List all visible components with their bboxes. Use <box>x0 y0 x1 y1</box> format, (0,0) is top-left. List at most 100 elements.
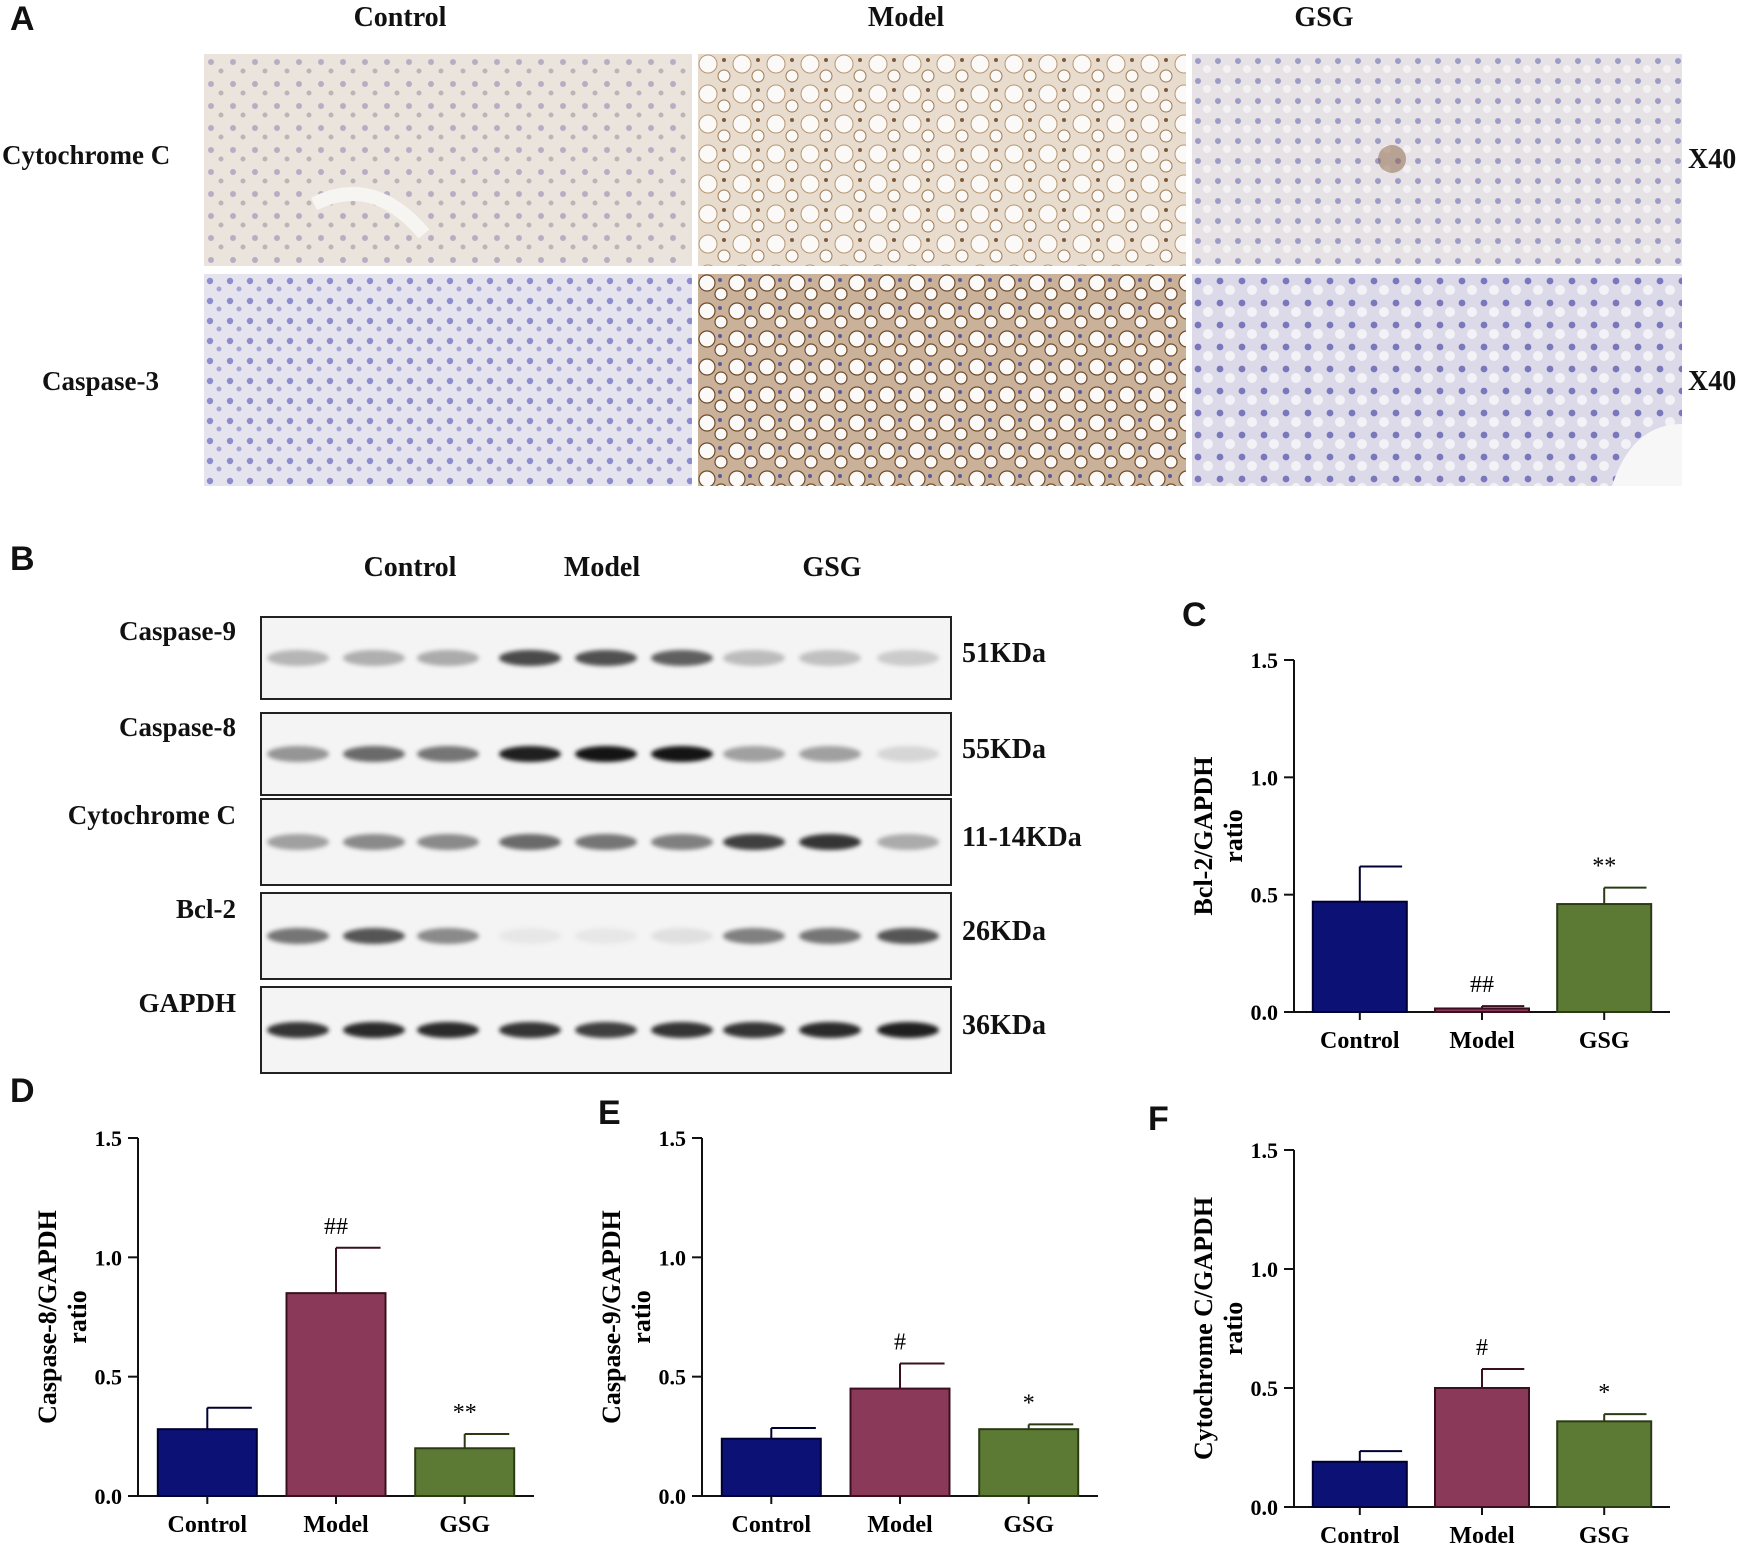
x-tick-label: GSG <box>439 1512 490 1538</box>
micrograph-control-cytc <box>204 54 692 266</box>
micrograph-texture <box>698 54 1186 266</box>
bar <box>978 1428 1080 1498</box>
chart-e-caspase9: 0.0 0.5 1.0 1.5 Caspase-9/GAPDH ratio Control #… <box>597 1126 1098 1538</box>
bar <box>720 1437 822 1497</box>
blot-band <box>877 1022 939 1038</box>
blot-band <box>651 834 713 850</box>
ihc-col-gsg: GSG <box>1294 2 1354 33</box>
ihc-row-caspase-3: Caspase-3 <box>42 366 160 396</box>
micrograph-texture <box>698 274 1186 486</box>
y-tick-label: 0.5 <box>1251 1376 1279 1401</box>
significance-mark: ** <box>453 1400 477 1426</box>
bar <box>1556 903 1653 1014</box>
panel-label-b: B <box>10 540 35 578</box>
blot-band <box>877 834 939 850</box>
blot-band <box>417 650 479 666</box>
panel-label-f: F <box>1148 1100 1169 1138</box>
y-axis-label-unit: ratio <box>63 1290 92 1343</box>
micrograph-gsg-casp3 <box>1192 274 1682 486</box>
panel-label-c: C <box>1182 596 1207 634</box>
significance-mark: ** <box>1592 854 1616 880</box>
micrograph-texture <box>1192 54 1682 266</box>
blot-label-2: Cytochrome C <box>67 800 236 830</box>
blot-label-0: Caspase-9 <box>118 616 236 646</box>
significance-mark: * <box>1598 1380 1610 1406</box>
significance-mark: # <box>1476 1335 1488 1361</box>
blot-band <box>723 650 785 666</box>
x-tick-label: Model <box>303 1512 369 1538</box>
blot-band <box>799 834 861 850</box>
wb-group-control: Control <box>363 552 457 583</box>
blot-strip-0 <box>260 616 952 700</box>
significance-mark: ## <box>1470 972 1494 998</box>
bar <box>849 1387 951 1498</box>
blot-band <box>799 746 861 762</box>
micrograph-model-casp3 <box>698 274 1186 486</box>
y-tick-label: 1.0 <box>1251 1257 1279 1282</box>
blot-band <box>267 1022 329 1038</box>
panel-label-d: D <box>10 1072 35 1110</box>
micrograph-model-cytc <box>698 54 1186 266</box>
micrograph-texture <box>204 54 692 266</box>
chart-f-cytochrome-c: 0.0 0.5 1.0 1.5 Cytochrome C/GAPDH ratio Contr… <box>1189 1138 1670 1549</box>
y-tick-label: 0.0 <box>1251 1000 1279 1025</box>
blot-strip-3 <box>260 892 952 980</box>
bar <box>285 1292 387 1497</box>
y-tick-label: 1.5 <box>659 1126 687 1151</box>
blot-band <box>799 1022 861 1038</box>
x-tick-label: GSG <box>1003 1512 1054 1538</box>
significance-mark: # <box>894 1330 906 1356</box>
y-tick-label: 0.0 <box>659 1484 687 1509</box>
blot-band <box>343 928 405 944</box>
blot-band <box>799 650 861 666</box>
blot-band <box>417 1022 479 1038</box>
micrograph-texture <box>204 274 692 486</box>
blot-band <box>499 1022 561 1038</box>
bar <box>414 1447 516 1497</box>
micrograph-gsg-cytc <box>1192 54 1682 266</box>
blot-band <box>499 746 561 762</box>
y-axis-label: Cytochrome C/GAPDH <box>1189 1197 1218 1460</box>
y-tick-label: 1.5 <box>1251 648 1279 673</box>
blot-band <box>267 834 329 850</box>
micrograph-texture <box>1192 274 1682 486</box>
blot-band <box>267 928 329 944</box>
panel-label-a: A <box>10 0 35 38</box>
significance-mark: * <box>1023 1390 1035 1416</box>
bar <box>1556 1420 1653 1509</box>
blot-strip-2 <box>260 798 952 886</box>
ihc-col-control: Control <box>353 2 447 33</box>
x-tick-label: Model <box>1449 1028 1515 1054</box>
bar <box>1434 1007 1530 1014</box>
blot-band <box>417 834 479 850</box>
magnification-row1: X40 <box>1688 144 1737 175</box>
bar <box>1311 900 1408 1013</box>
bar <box>1311 1460 1408 1508</box>
y-axis-label-unit: ratio <box>1219 809 1248 862</box>
blot-band <box>651 928 713 944</box>
blot-band <box>499 650 561 666</box>
blot-band <box>499 928 561 944</box>
blot-band <box>417 928 479 944</box>
x-tick-label: Control <box>1320 1523 1400 1549</box>
blot-band <box>651 1022 713 1038</box>
blot-kda-1: 55KDa <box>962 734 1046 765</box>
blot-band <box>575 746 637 762</box>
blot-band <box>499 834 561 850</box>
y-tick-label: 0.0 <box>1251 1495 1279 1520</box>
blot-band <box>575 834 637 850</box>
y-axis-label: Caspase-9/GAPDH <box>597 1210 626 1424</box>
x-tick-label: Model <box>867 1512 933 1538</box>
blot-band <box>877 746 939 762</box>
blot-band <box>877 650 939 666</box>
blot-band <box>877 928 939 944</box>
blot-band <box>651 746 713 762</box>
micrograph-control-casp3 <box>204 274 692 486</box>
x-tick-label: GSG <box>1579 1523 1630 1549</box>
ihc-col-model: Model <box>867 2 945 33</box>
blot-label-1: Caspase-8 <box>118 712 236 742</box>
blot-band <box>343 1022 405 1038</box>
blot-band <box>723 928 785 944</box>
blot-label-4: GAPDH <box>138 988 237 1018</box>
y-tick-label: 1.0 <box>95 1245 123 1270</box>
